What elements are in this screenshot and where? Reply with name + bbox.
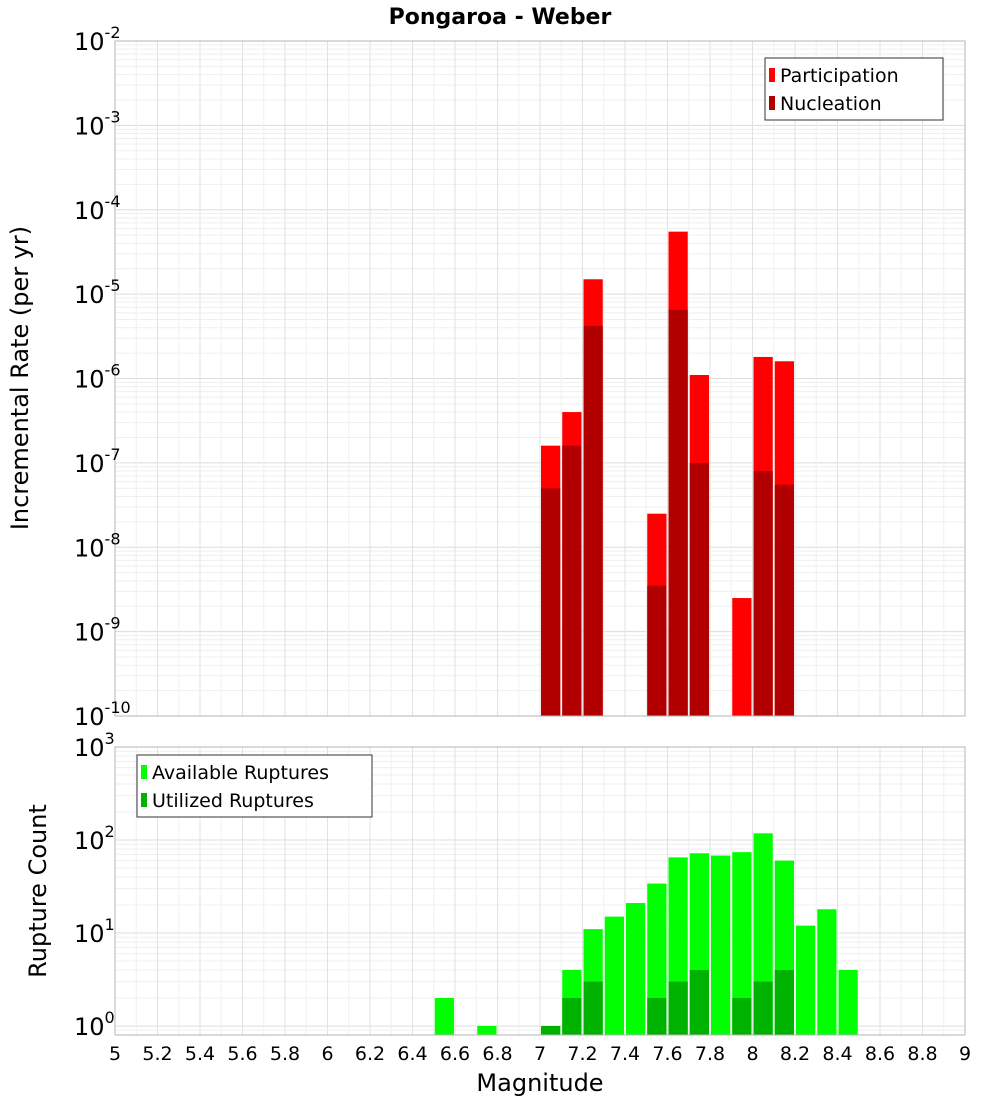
x-tick-label: 9 (959, 1043, 971, 1065)
count-plot-frame (114, 746, 966, 1036)
count-bar-available-ruptures (732, 852, 752, 1035)
rate-panel: 10-10 10-9 10-8 10-7 10-6 10-5 10-4 10-3 10-2 Par… (74, 23, 966, 731)
count-y-tick-label: 101 (74, 915, 115, 948)
x-tick-label: 5.4 (185, 1043, 215, 1065)
x-tick-label: 5.8 (270, 1043, 300, 1065)
rate-legend-swatch (769, 68, 775, 82)
x-tick-label: 7.8 (695, 1043, 725, 1065)
rate-legend-swatch (769, 96, 775, 110)
x-tick-label: 5 (109, 1043, 121, 1065)
x-tick-label: 6.4 (397, 1043, 427, 1065)
rate-bar-nucleation (583, 325, 603, 716)
rate-legend-label: Nucleation (780, 93, 882, 115)
x-tick-label: 8 (746, 1043, 758, 1065)
x-tick-label: 7.6 (652, 1043, 682, 1065)
rate-bar-nucleation (668, 309, 688, 716)
count-legend-swatch (141, 793, 147, 807)
rate-legend-box (764, 57, 944, 121)
count-y-tick-label: 100 (74, 1008, 115, 1041)
rate-y-tick-label: 10-7 (74, 445, 121, 478)
rate-bar-nucleation (562, 445, 582, 716)
count-legend-swatch (141, 765, 147, 779)
count-y-tick-label: 102 (74, 822, 115, 855)
rate-y-tick-label: 10-10 (74, 698, 131, 731)
x-tick-label: 8.2 (780, 1043, 810, 1065)
count-bar-available-ruptures (434, 997, 454, 1035)
count-bar-utilized-ruptures (689, 969, 709, 1035)
x-tick-label: 5.6 (227, 1043, 257, 1065)
count-panel: 100 101 102 103 Available Ruptures Utilized R… (74, 729, 971, 1065)
count-bar-utilized-ruptures (774, 969, 794, 1035)
x-tick-label: 6.2 (355, 1043, 385, 1065)
rate-y-tick-label: 10-4 (74, 192, 121, 225)
rate-legend-label: Participation (780, 65, 899, 87)
x-tick-label: 6.8 (482, 1043, 512, 1065)
rate-y-tick-label: 10-5 (74, 276, 121, 309)
count-bar-available-ruptures (796, 925, 816, 1035)
rate-bar-nucleation (541, 488, 561, 716)
count-bar-available-ruptures (477, 1025, 497, 1035)
count-bar-utilized-ruptures (562, 997, 582, 1035)
rate-bar-nucleation (774, 484, 794, 716)
x-tick-label: 6 (321, 1043, 333, 1065)
rate-bar-nucleation (753, 471, 773, 716)
rate-legend: Participation Nucleation (764, 57, 944, 121)
count-bar-available-ruptures (711, 855, 731, 1035)
rate-bar-participation (732, 598, 752, 716)
rate-plot-frame (114, 40, 966, 717)
count-y-tick-label: 103 (74, 729, 115, 762)
x-tick-label: 8.8 (907, 1043, 937, 1065)
rate-y-tick-label: 10-2 (74, 23, 121, 56)
count-bar-available-ruptures (604, 916, 624, 1035)
x-tick-label: 7 (534, 1043, 546, 1065)
x-tick-label: 7.2 (567, 1043, 597, 1065)
count-bar-available-ruptures (817, 909, 837, 1035)
count-bar-available-ruptures (647, 883, 667, 1035)
count-bar-available-ruptures (626, 903, 646, 1035)
x-tick-label: 5.2 (142, 1043, 172, 1065)
chart-title: Pongaroa - Weber (389, 5, 612, 30)
count-legend-label: Available Ruptures (152, 762, 329, 784)
count-legend-box (136, 754, 373, 818)
rate-bar-nucleation (647, 585, 667, 716)
top-y-axis-label: Incremental Rate (per yr) (6, 226, 34, 530)
count-bar-available-ruptures (838, 969, 858, 1035)
x-tick-label: 8.6 (865, 1043, 895, 1065)
x-tick-label: 7.4 (610, 1043, 640, 1065)
count-bar-utilized-ruptures (647, 997, 667, 1035)
count-bar-utilized-ruptures (668, 981, 688, 1035)
rate-y-tick-label: 10-8 (74, 529, 121, 562)
rate-y-tick-label: 10-6 (74, 361, 121, 394)
count-bar-utilized-ruptures (583, 981, 603, 1035)
count-bar-utilized-ruptures (753, 981, 773, 1035)
x-tick-label: 8.4 (822, 1043, 852, 1065)
x-axis-label: Magnitude (476, 1069, 603, 1097)
count-bar-utilized-ruptures (732, 997, 752, 1035)
rate-y-tick-label: 10-9 (74, 614, 121, 647)
rate-y-tick-label: 10-3 (74, 107, 121, 140)
bottom-y-axis-label: Rupture Count (24, 804, 52, 978)
x-tick-label: 6.6 (440, 1043, 470, 1065)
count-legend-label: Utilized Ruptures (152, 790, 314, 812)
count-bar-utilized-ruptures (541, 1025, 561, 1035)
count-legend: Available Ruptures Utilized Ruptures (136, 754, 373, 818)
rate-bar-nucleation (689, 462, 709, 716)
